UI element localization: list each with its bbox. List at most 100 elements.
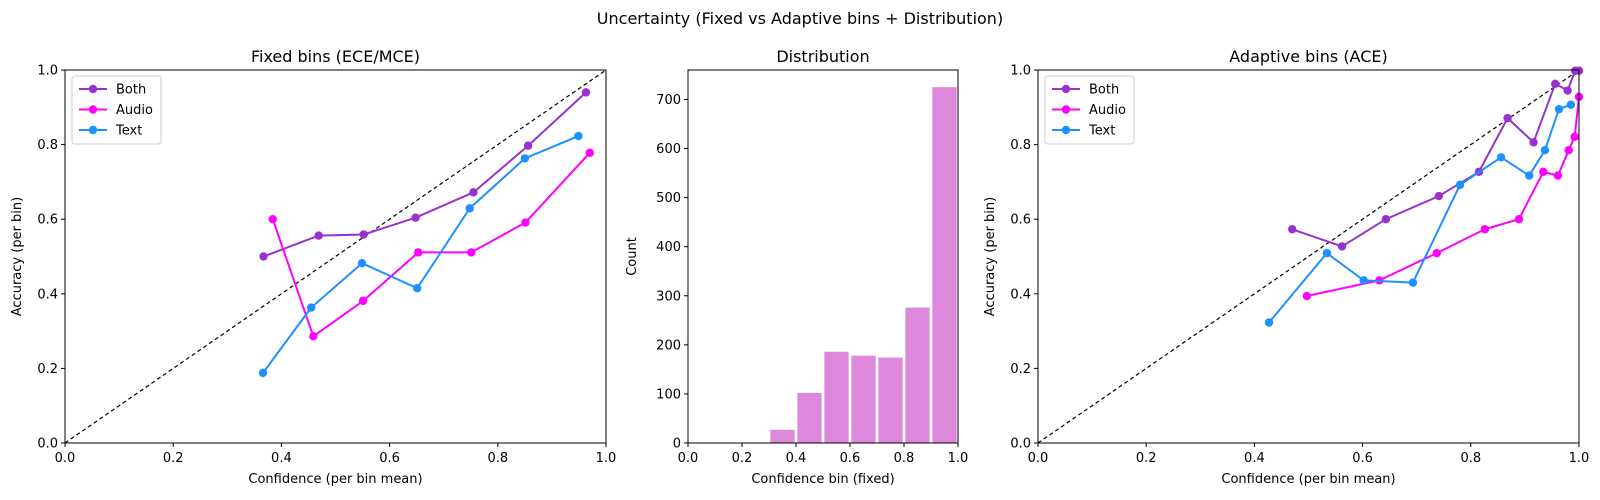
plot-frame xyxy=(1037,69,1580,444)
data-point-audio xyxy=(414,248,423,257)
data-point-both xyxy=(581,88,591,97)
histogram-bar xyxy=(824,351,849,443)
data-point-audio xyxy=(268,215,277,224)
data-point-audio xyxy=(1553,171,1563,180)
y-tick-label: 0 xyxy=(673,437,681,452)
histogram-bar xyxy=(932,87,957,443)
histogram-bar xyxy=(770,429,795,443)
legend-label: Text xyxy=(115,124,142,139)
data-point-audio xyxy=(1302,291,1312,301)
y-axis-label: Accuracy (per bin) xyxy=(983,197,998,316)
y-tick-label: 0.8 xyxy=(37,138,58,153)
panel-2: Distribution Confidence bin (fixed) Count 0… xyxy=(625,47,968,487)
data-point-both xyxy=(1381,215,1391,224)
data-point-text xyxy=(1525,171,1534,180)
y-tick-label: 0.2 xyxy=(1010,362,1031,377)
plot-frame xyxy=(687,69,959,444)
x-tick-label: 0.6 xyxy=(379,451,400,466)
x-tick-label: 0.4 xyxy=(786,451,807,466)
data-point-both xyxy=(259,252,268,261)
data-point-both xyxy=(1337,242,1347,251)
data-point-audio xyxy=(521,218,530,227)
data-point-audio xyxy=(467,248,476,257)
data-point-both xyxy=(411,213,420,222)
data-point-text xyxy=(1408,278,1418,287)
legend-swatch-marker xyxy=(1061,84,1071,94)
x-tick-label: 0.4 xyxy=(1244,451,1265,466)
data-point-audio xyxy=(1539,167,1548,177)
x-tick-label: 1.0 xyxy=(596,451,617,466)
series-line-both xyxy=(1291,69,1579,248)
data-point-both xyxy=(1288,225,1297,234)
data-point-both xyxy=(1529,138,1538,147)
x-tick-label: 1.0 xyxy=(1569,451,1590,466)
perfect-calibration-line xyxy=(1037,69,1580,444)
y-tick-label: 0.2 xyxy=(37,362,58,377)
x-tick-label: 1.0 xyxy=(948,451,969,466)
x-tick-label: 0.4 xyxy=(271,451,292,466)
y-tick-label: 300 xyxy=(656,289,681,304)
data-point-both xyxy=(469,188,478,197)
y-tick-label: 500 xyxy=(656,191,681,206)
y-tick-label: 0.4 xyxy=(1010,287,1031,302)
data-point-audio xyxy=(1432,248,1441,258)
legend-swatch-marker xyxy=(88,105,98,114)
data-point-text xyxy=(1496,153,1506,162)
y-axis-label: Count xyxy=(625,237,640,276)
data-point-audio xyxy=(585,148,594,158)
data-point-audio xyxy=(1514,215,1524,224)
data-point-both xyxy=(1563,86,1572,95)
data-point-both xyxy=(523,141,533,150)
y-tick-label: 1.0 xyxy=(37,64,58,79)
x-tick-label: 0.6 xyxy=(1352,451,1373,466)
data-point-audio xyxy=(309,332,318,341)
data-point-text xyxy=(465,204,474,213)
legend-label: Both xyxy=(116,83,146,98)
perfect-calibration-line xyxy=(64,69,607,444)
histogram-bar xyxy=(878,357,903,443)
data-point-text xyxy=(1554,104,1564,114)
x-tick-label: 0.8 xyxy=(894,451,915,466)
x-tick-label: 0.0 xyxy=(1028,451,1049,466)
x-tick-label: 0.0 xyxy=(55,451,76,466)
series-line-audio xyxy=(271,152,591,338)
data-point-text xyxy=(1455,180,1465,190)
x-axis-label: Confidence bin (fixed) xyxy=(751,472,894,487)
histogram-bar xyxy=(797,392,822,443)
data-point-both xyxy=(1550,79,1560,89)
y-tick-label: 0.8 xyxy=(1010,138,1031,153)
data-point-audio xyxy=(1480,225,1490,234)
data-point-both xyxy=(1503,113,1512,123)
y-tick-label: 400 xyxy=(656,240,681,255)
data-point-text xyxy=(574,131,583,141)
legend-swatch-marker xyxy=(88,125,98,135)
y-tick-label: 100 xyxy=(656,387,681,402)
data-point-text xyxy=(1264,318,1274,327)
data-point-both xyxy=(1434,191,1444,201)
data-point-text xyxy=(1322,248,1332,258)
y-axis-label: Accuracy (per bin) xyxy=(10,197,25,316)
legend-label: Audio xyxy=(1089,103,1126,118)
histogram-bar xyxy=(851,355,876,443)
data-point-text xyxy=(412,284,422,293)
y-tick-label: 200 xyxy=(656,338,681,353)
legend-label: Both xyxy=(1089,83,1119,98)
x-tick-label: 0.8 xyxy=(487,451,508,466)
legend-swatch-marker xyxy=(1061,105,1071,114)
data-point-audio xyxy=(1570,132,1579,141)
data-point-audio xyxy=(358,296,368,306)
legend-swatch-marker xyxy=(1061,125,1071,135)
x-axis-label: Confidence (per bin mean) xyxy=(248,472,422,487)
data-point-text xyxy=(306,303,316,312)
panel-1: Fixed bins (ECE/MCE) Confidence (per bin … xyxy=(10,47,616,487)
x-tick-label: 0.2 xyxy=(732,451,753,466)
plot-frame xyxy=(64,69,607,444)
y-tick-label: 1.0 xyxy=(1010,64,1031,79)
legend-label: Audio xyxy=(116,103,153,118)
series-line-audio xyxy=(1306,96,1580,298)
y-tick-label: 600 xyxy=(656,142,681,157)
x-tick-label: 0.2 xyxy=(1136,451,1157,466)
x-tick-label: 0.6 xyxy=(840,451,861,466)
data-point-text xyxy=(1540,145,1550,155)
series-line-text xyxy=(1268,103,1572,324)
